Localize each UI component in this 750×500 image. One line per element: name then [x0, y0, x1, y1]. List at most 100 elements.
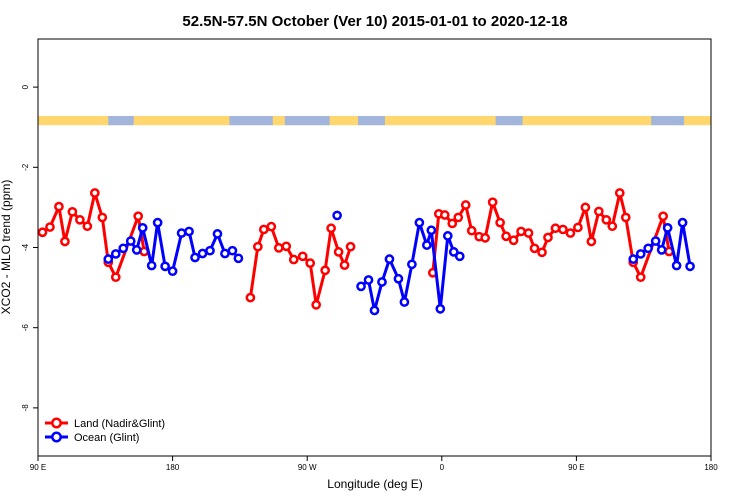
ocean-point: [454, 251, 465, 262]
land-point: [601, 214, 612, 225]
ocean-span: [284, 115, 330, 126]
land-point: [97, 212, 108, 223]
ocean-point: [426, 225, 437, 236]
ocean-point: [421, 240, 432, 250]
land-point: [480, 233, 491, 243]
ocean-point: [369, 305, 380, 316]
ocean-point: [435, 303, 446, 314]
land-point: [110, 272, 121, 283]
ocean-point: [677, 217, 688, 228]
legend: Land (Nadir&Glint) Ocean (Glint): [45, 417, 165, 444]
land-point: [339, 260, 350, 270]
ocean-point: [176, 228, 187, 238]
ocean-point: [160, 261, 170, 272]
ocean-point: [393, 273, 404, 284]
land-point: [266, 221, 277, 232]
y-tick-label: -8: [21, 404, 30, 412]
ocean-point: [384, 254, 395, 264]
land-point: [573, 222, 583, 233]
land-point: [252, 241, 263, 252]
land-point: [37, 227, 48, 238]
land-point: [447, 218, 458, 229]
ocean-point: [118, 243, 129, 254]
land-point: [565, 228, 576, 238]
land-point: [529, 243, 540, 254]
x-tick-label: 90 E: [568, 463, 584, 472]
y-axis-label: XCO2 - MLO trend (ppm): [0, 180, 13, 315]
ocean-point: [137, 223, 148, 233]
ocean-point: [643, 243, 654, 254]
series-layer: [37, 188, 695, 316]
land-point: [537, 247, 547, 258]
land-point: [466, 225, 477, 236]
ocean-span: [358, 115, 385, 126]
ocean-point: [628, 254, 639, 264]
land-point: [273, 243, 284, 253]
land-point: [288, 254, 299, 265]
x-tick-label: 0: [440, 463, 445, 472]
land-point: [89, 188, 100, 198]
y-tick-label: -4: [21, 243, 30, 251]
ocean-point: [184, 226, 194, 237]
ocean-point: [227, 245, 238, 256]
land-point: [453, 212, 464, 223]
x-tick-label: 90 W: [298, 463, 317, 472]
land-point: [658, 211, 668, 222]
land-mask-band: [38, 115, 711, 126]
ocean-series-line: [632, 221, 692, 267]
legend-ocean-label: Ocean (Glint): [74, 432, 139, 444]
land-point: [487, 197, 498, 208]
land-point: [54, 201, 64, 212]
land-point: [508, 235, 519, 246]
x-tick-label: 180: [166, 463, 180, 472]
ocean-point: [407, 259, 417, 270]
land-point: [281, 241, 292, 252]
land-point: [333, 247, 344, 257]
land-point: [607, 221, 618, 232]
ocean-point: [103, 254, 114, 264]
ocean-point: [448, 247, 459, 257]
ocean-point: [662, 223, 673, 233]
land-point: [245, 292, 256, 303]
ocean-span: [651, 115, 685, 126]
y-tick-label: -6: [21, 324, 30, 332]
land-point: [460, 200, 471, 210]
ocean-series: [103, 210, 695, 316]
land-series: [37, 188, 674, 310]
ocean-point: [656, 245, 667, 255]
land-point: [439, 210, 450, 220]
land-point: [67, 206, 78, 217]
y-tick-label: -2: [21, 163, 30, 171]
land-point: [45, 222, 55, 232]
land-point: [345, 241, 356, 252]
land-point: [501, 231, 511, 242]
land-point: [311, 299, 322, 310]
ocean-point: [685, 261, 695, 272]
ocean-point: [110, 249, 121, 259]
x-tick-label: 90 E: [30, 463, 46, 472]
legend-ocean-marker: [51, 431, 62, 443]
land-point: [580, 202, 591, 213]
land-point: [326, 223, 336, 234]
land-point: [305, 258, 316, 268]
y-tick-label: 0: [21, 84, 30, 89]
x-axis: 90 E 180 90 W 0 90 E 180: [30, 456, 718, 472]
ocean-point: [125, 236, 136, 246]
ocean-point: [399, 297, 410, 307]
ocean-point: [205, 245, 215, 256]
ocean-span: [108, 115, 134, 126]
ocean-point: [212, 229, 223, 239]
ocean-point: [635, 249, 646, 259]
land-point: [523, 228, 534, 238]
ocean-point: [442, 231, 453, 241]
ocean-point: [363, 275, 374, 285]
ocean-point: [167, 266, 178, 277]
ocean-point: [190, 252, 200, 263]
ocean-point: [671, 260, 682, 271]
land-point: [614, 188, 625, 198]
legend-land-marker: [51, 417, 62, 429]
land-point: [320, 265, 330, 276]
ocean-point: [197, 248, 208, 259]
land-point: [495, 217, 505, 228]
